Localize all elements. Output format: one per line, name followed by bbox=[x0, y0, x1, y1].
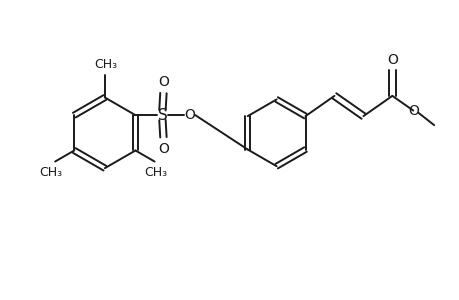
Text: CH₃: CH₃ bbox=[39, 166, 62, 179]
Text: O: O bbox=[184, 108, 195, 122]
Text: O: O bbox=[157, 142, 168, 155]
Text: S: S bbox=[157, 108, 167, 123]
Text: O: O bbox=[157, 75, 168, 89]
Text: O: O bbox=[407, 103, 418, 118]
Text: CH₃: CH₃ bbox=[144, 166, 167, 179]
Text: O: O bbox=[386, 52, 397, 67]
Text: CH₃: CH₃ bbox=[94, 58, 117, 71]
